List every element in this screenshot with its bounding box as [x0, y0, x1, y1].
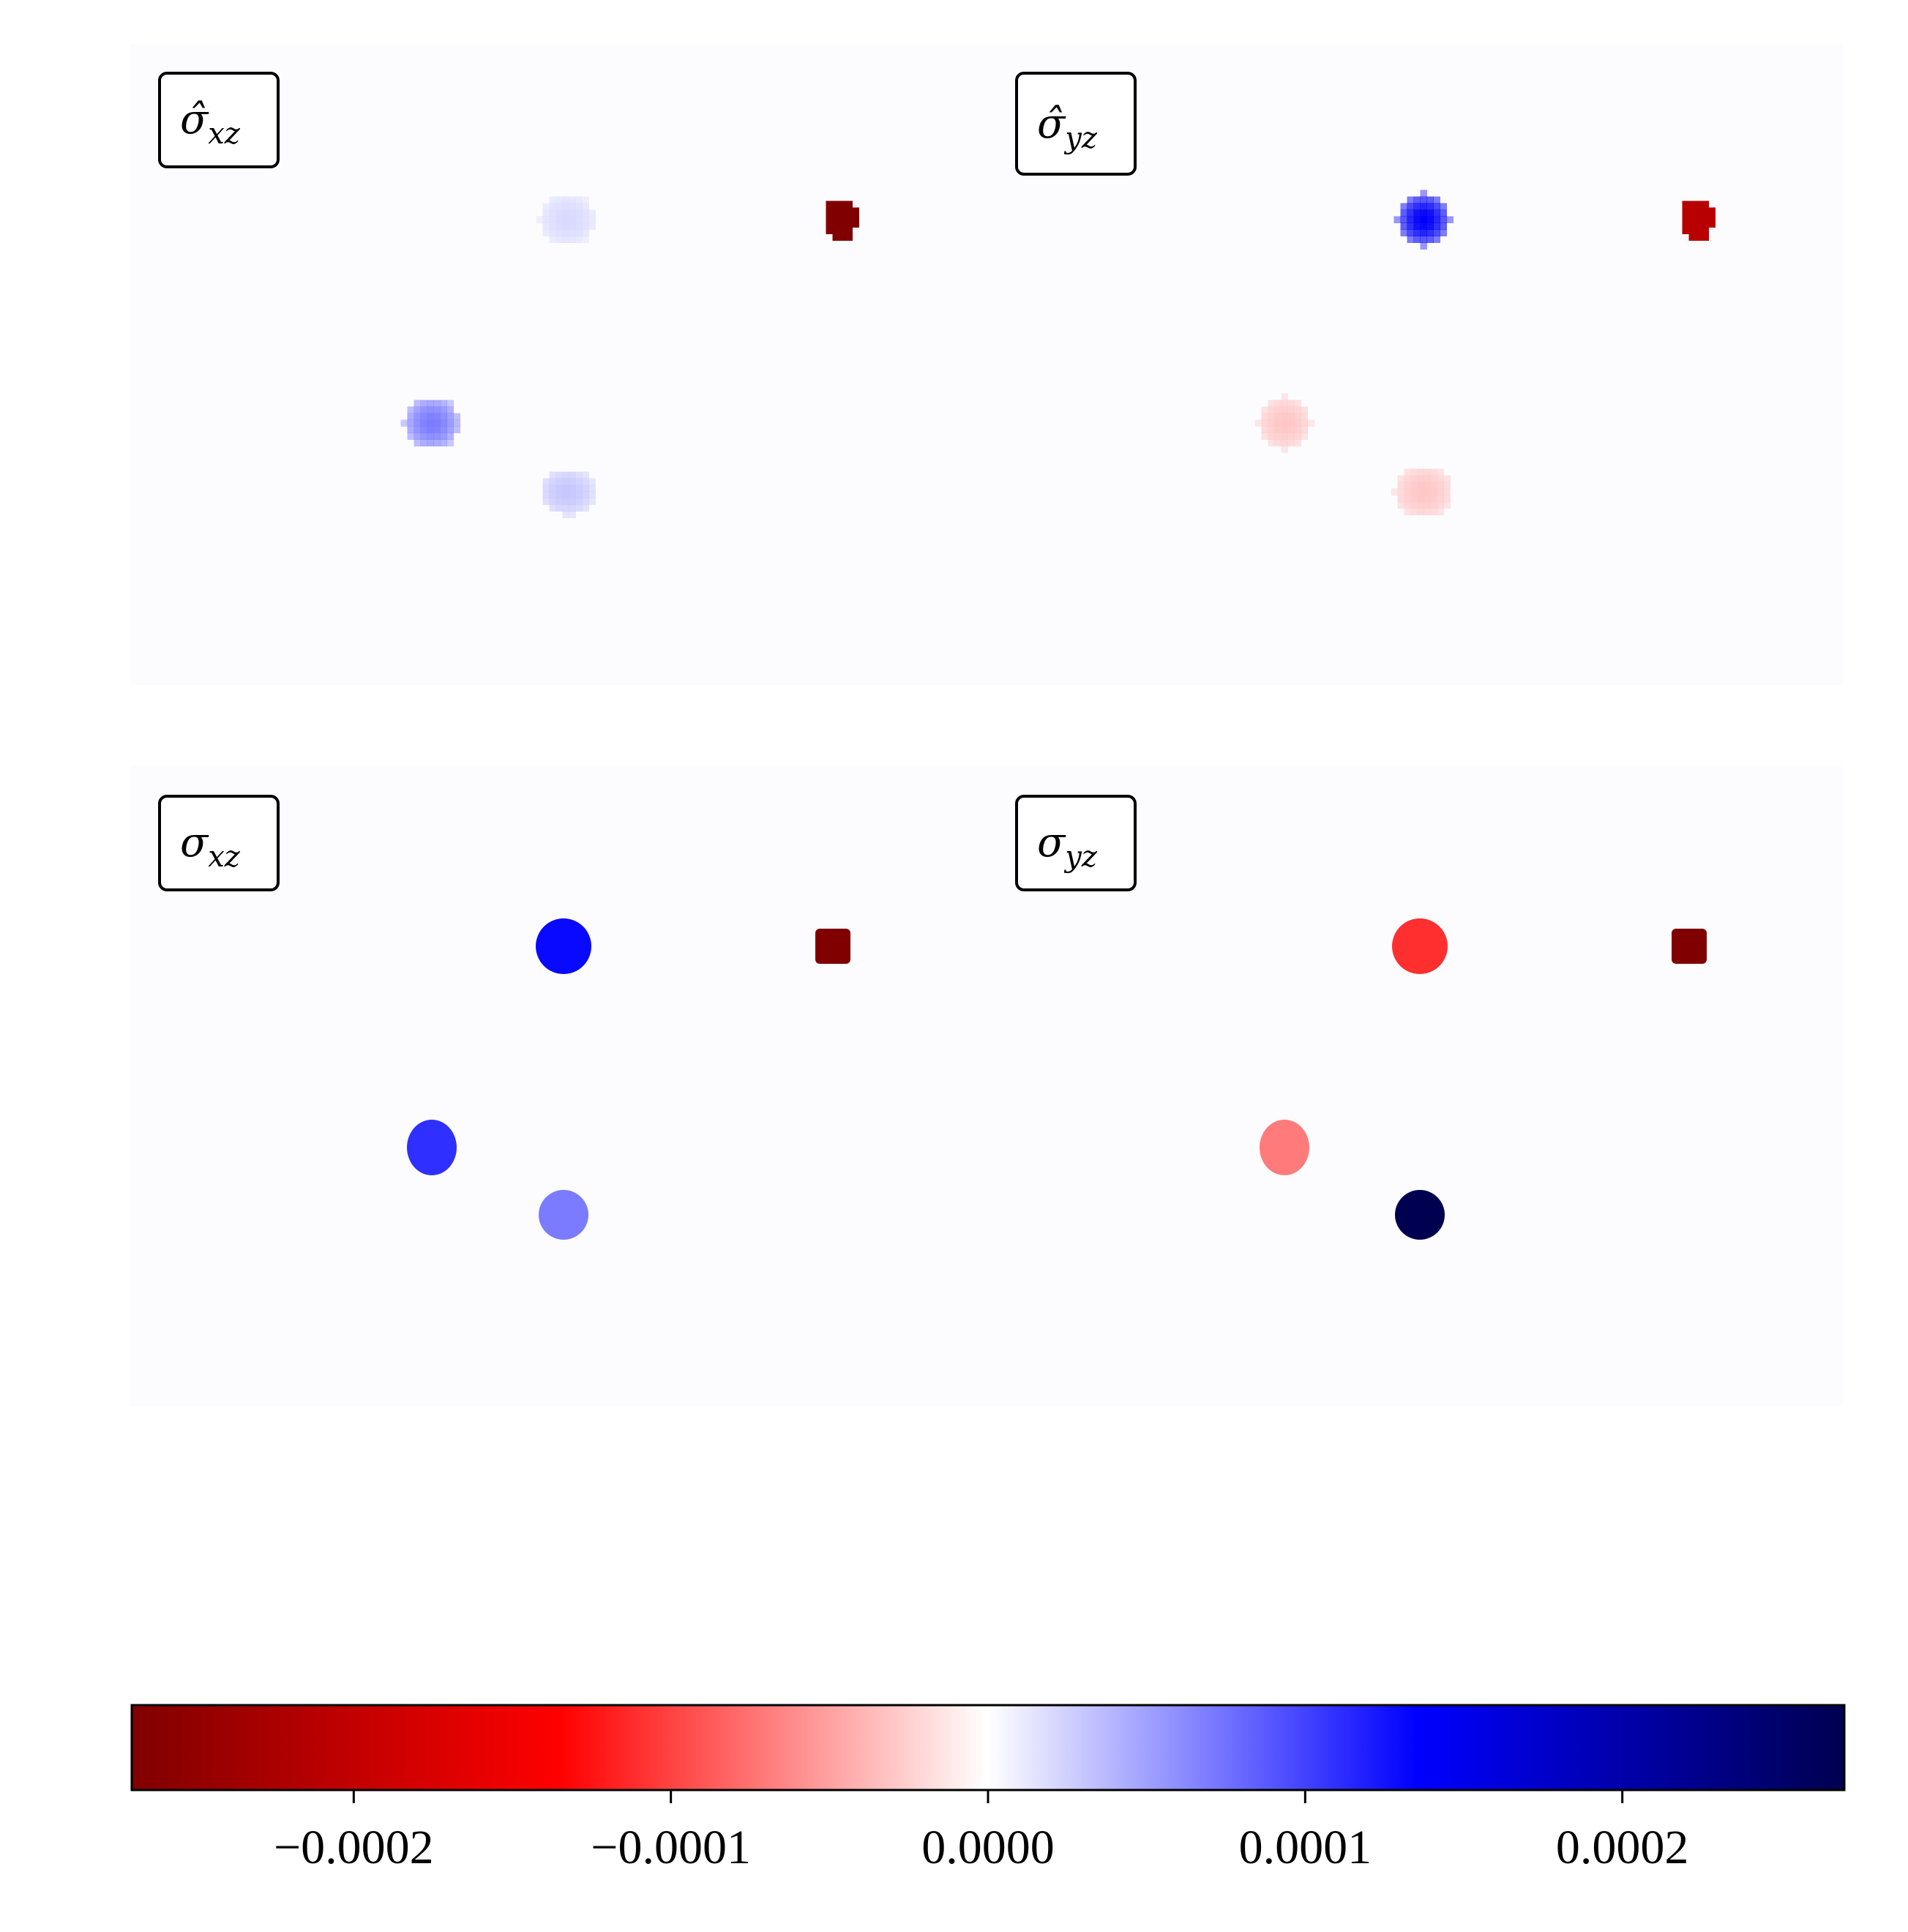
panel-sigma_hat_xz: σ̂xz	[158, 72, 859, 518]
colorbar-tick-label: 0.0001	[1239, 1821, 1372, 1874]
colorbar-tick-label: −0.0001	[591, 1821, 751, 1874]
heatmap-blob	[1254, 393, 1314, 453]
heatmap-blob	[1682, 201, 1716, 241]
heatmap-blob	[407, 1120, 457, 1175]
heatmap-blob	[1672, 929, 1707, 964]
panel-background-row-1	[130, 44, 1843, 685]
heatmap-blob	[1393, 190, 1454, 250]
panel-label-box	[1015, 795, 1137, 891]
colorbar-tick-label: 0.0000	[921, 1821, 1055, 1874]
colorbar: −0.0002 −0.0001 0.0000 0.0001 0.0002	[130, 1704, 1846, 1874]
panel-label-box	[158, 72, 280, 168]
heatmap-panels: σ̂xz σ̂yz σxz σyz	[130, 44, 1843, 1407]
panel-label-box	[1015, 72, 1137, 176]
colorbar-gradient	[130, 1704, 1846, 1791]
heatmap-blob	[1395, 1190, 1445, 1240]
panel-label-box	[158, 795, 280, 891]
panel-label: σ̂yz	[1037, 100, 1098, 155]
panel-sigma_xz: σxz	[158, 795, 850, 1240]
heatmap-blob	[1392, 918, 1448, 974]
panel-sigma_hat_yz: σ̂yz	[1015, 72, 1716, 515]
heatmap-blob	[815, 929, 850, 964]
heatmap-blob	[400, 400, 460, 446]
heatmap-blob	[1391, 468, 1451, 515]
heatmap-blob	[536, 918, 591, 974]
panel-sigma_yz: σyz	[1015, 795, 1707, 1240]
heatmap-blob	[542, 471, 596, 518]
panel-label: σxz	[180, 819, 241, 874]
heatmap-blob	[826, 201, 859, 241]
heatmap-blob	[1260, 1120, 1309, 1175]
colorbar-tick-label: 0.0002	[1556, 1821, 1689, 1874]
heatmap-blob	[536, 196, 596, 243]
colorbar-tick-label: −0.0002	[274, 1821, 434, 1874]
panel-label: σyz	[1037, 819, 1098, 874]
panel-background-row-2	[130, 765, 1843, 1407]
panel-label: σ̂xz	[180, 96, 241, 151]
heatmap-blob	[539, 1190, 588, 1240]
